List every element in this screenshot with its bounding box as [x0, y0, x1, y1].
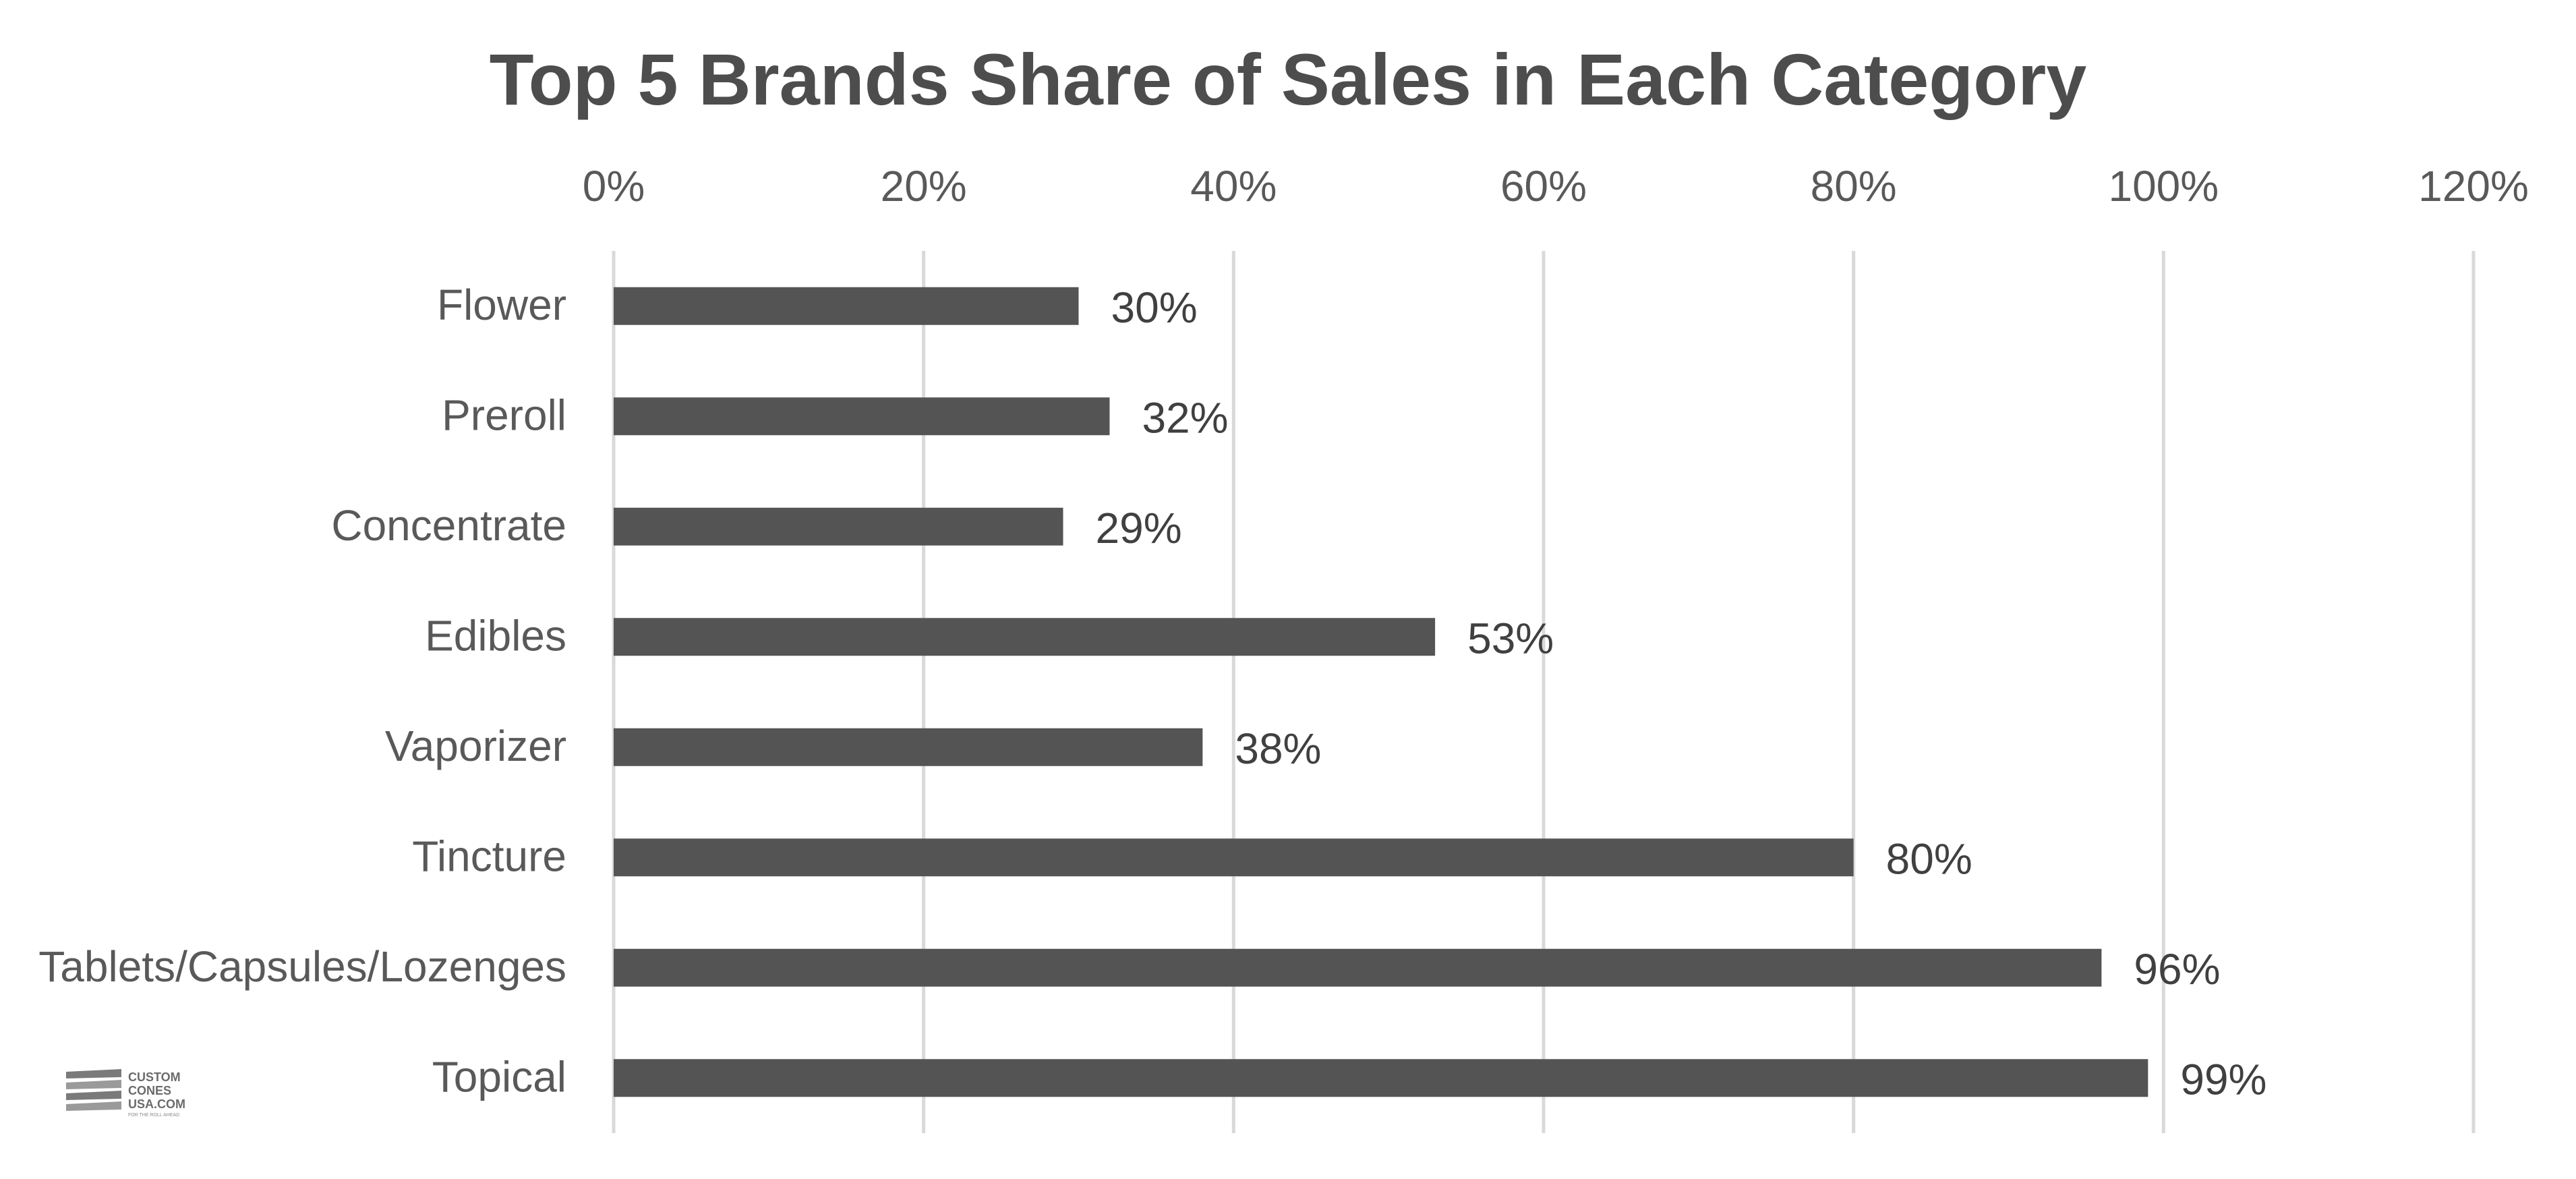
category-labels: Flower Preroll Concentrate Edibles Vaporizer… [38, 281, 566, 1101]
chart-title: Top 5 Brands Share of Sales in Each Cate… [490, 38, 2087, 120]
logo-line-3: USA.COM [128, 1097, 185, 1111]
category-label: Tablets/Capsules/Lozenges [38, 942, 566, 991]
x-tick-label: 20% [881, 162, 967, 210]
category-label: Topical [432, 1052, 566, 1101]
data-label: 99% [2180, 1055, 2266, 1103]
data-label: 53% [1467, 614, 1554, 662]
bar [614, 838, 1854, 877]
x-tick-label: 0% [583, 162, 645, 210]
bar [614, 397, 1110, 436]
x-tick-label: 60% [1500, 162, 1587, 210]
data-label: 96% [2134, 945, 2220, 994]
category-label: Tincture [412, 832, 566, 880]
bar [614, 728, 1203, 766]
data-label: 32% [1142, 393, 1228, 442]
gridlines [612, 251, 2476, 1133]
x-tick-label: 100% [2108, 162, 2219, 210]
custom-cones-logo: CUSTOM CONES USA.COM FOR THE ROLL AHEAD [66, 1069, 185, 1118]
x-tick-label: 80% [1811, 162, 1897, 210]
category-label: Edibles [425, 611, 566, 660]
logo-line-1: CUSTOM [128, 1070, 181, 1084]
data-label: 29% [1096, 504, 1182, 552]
data-labels: 30% 32% 29% 53% 38% 80% 96% 99% [1096, 283, 2267, 1104]
category-label: Preroll [442, 391, 566, 439]
category-label: Vaporizer [385, 722, 566, 770]
x-axis-tick-labels: 0% 20% 40% 60% 80% 100% 120% [583, 162, 2529, 210]
category-label: Concentrate [331, 501, 566, 550]
bar [614, 948, 2102, 987]
logo-line-2: CONES [128, 1084, 171, 1097]
cones-icon [66, 1069, 121, 1111]
data-label: 30% [1111, 283, 1198, 332]
category-label: Flower [437, 281, 566, 329]
x-tick-label: 40% [1190, 162, 1277, 210]
x-tick-label: 120% [2418, 162, 2529, 210]
logo-tagline: FOR THE ROLL AHEAD [128, 1113, 179, 1118]
bar [614, 618, 1436, 656]
bars [614, 287, 2148, 1097]
bar [614, 1059, 2148, 1097]
data-label: 38% [1235, 724, 1321, 773]
data-label: 80% [1886, 834, 1972, 883]
bar [614, 507, 1063, 546]
bar [614, 287, 1079, 325]
